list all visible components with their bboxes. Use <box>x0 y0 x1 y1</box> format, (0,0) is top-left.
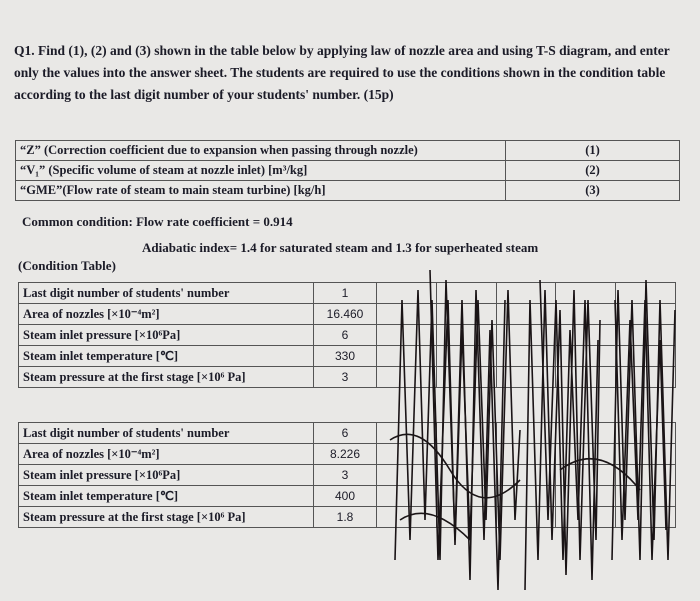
table-row: “V₁” (Specific volume of steam at nozzle… <box>15 160 680 181</box>
table-cell: (3) <box>505 180 680 201</box>
scribble <box>429 269 521 561</box>
table-cell: Steam inlet temperature [℃] <box>18 345 314 367</box>
table-row: Steam inlet temperature [℃] 400 <box>18 485 676 507</box>
table-cell: “GME”(Flow rate of steam to main steam t… <box>15 180 506 201</box>
scribble <box>524 289 601 591</box>
condition-table: Last digit number of students' number 6 Ar… <box>18 422 676 528</box>
table-cell: Steam inlet pressure [×10⁶Pa] <box>18 464 314 486</box>
table-row: Area of nozzles [×10⁻⁴m²] 8.226 <box>18 443 676 465</box>
table-cell: 3 <box>313 366 377 388</box>
table-row: Area of nozzles [×10⁻⁴m²] 16.460 <box>18 303 676 325</box>
scribble <box>614 299 667 561</box>
empty-cell <box>615 506 676 528</box>
table-cell: Steam pressure at the first stage [×10⁶ … <box>18 366 314 388</box>
scribble <box>389 433 641 541</box>
adiabatic-note: Adiabatic index= 1.4 for saturated steam… <box>142 240 539 255</box>
scribble <box>539 279 599 581</box>
table-cell: Steam inlet temperature [℃] <box>18 485 314 507</box>
table-row: “GME”(Flow rate of steam to main steam t… <box>15 180 680 201</box>
answer-table: “Z” (Correction coefficient due to expan… <box>15 140 680 201</box>
scribble <box>611 279 676 561</box>
table-cell: Area of nozzles [×10⁻⁴m²] <box>18 443 314 465</box>
table-row: “Z” (Correction coefficient due to expan… <box>15 140 680 161</box>
common-condition: Common condition: Flow rate coefficient … <box>22 214 293 229</box>
table-cell: “Z” (Correction coefficient due to expan… <box>15 140 506 161</box>
table-cell: 1.8 <box>313 506 377 528</box>
table-cell: (1) <box>505 140 680 161</box>
table-cell: Steam pressure at the first stage [×10⁶ … <box>18 506 314 528</box>
question: Q1. Find (1), (2) and (3) shown in the t… <box>14 43 670 102</box>
table-cell: “V₁” (Specific volume of steam at nozzle… <box>15 160 506 181</box>
condition-table-label: (Condition Table) <box>18 258 116 273</box>
table-cell: 16.460 <box>313 303 377 325</box>
